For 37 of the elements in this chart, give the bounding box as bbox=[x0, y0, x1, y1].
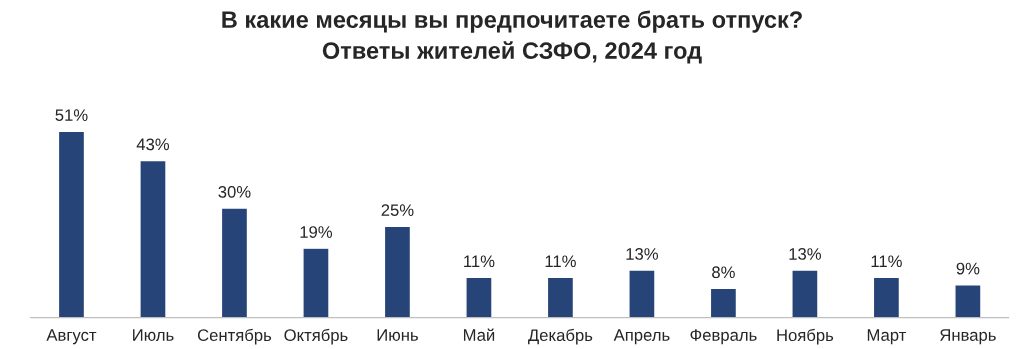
data-label: 11% bbox=[545, 255, 576, 268]
bar bbox=[383, 225, 412, 318]
x-tick-label: Февраль bbox=[690, 329, 757, 345]
bar bbox=[220, 207, 249, 318]
bar bbox=[57, 130, 86, 318]
data-label: 11% bbox=[871, 255, 902, 268]
bar bbox=[302, 247, 330, 318]
bar bbox=[709, 287, 738, 318]
x-tick-label: Июнь bbox=[377, 329, 418, 341]
bar bbox=[139, 159, 167, 318]
x-tick-label: Октябрь bbox=[284, 328, 348, 345]
x-tick-label: Август bbox=[46, 329, 97, 345]
bar bbox=[546, 276, 575, 318]
x-tick-label: Ноябрь bbox=[777, 328, 834, 345]
x-tick-label: Декабрь bbox=[528, 328, 593, 345]
data-label: 11% bbox=[464, 255, 495, 268]
bar bbox=[628, 269, 656, 318]
bar bbox=[465, 276, 493, 318]
x-tick-label: Май bbox=[463, 328, 495, 341]
bar bbox=[872, 276, 901, 318]
bar bbox=[954, 284, 982, 318]
data-label: 25% bbox=[381, 204, 414, 217]
data-label: 13% bbox=[626, 248, 659, 260]
data-label: 13% bbox=[789, 248, 821, 260]
bar bbox=[791, 269, 819, 318]
data-label: 30% bbox=[218, 185, 251, 198]
x-tick-label: Апрель bbox=[613, 329, 670, 345]
data-label: 51% bbox=[55, 109, 88, 122]
data-label: 19% bbox=[300, 226, 333, 238]
x-tick-label: Сентябрь bbox=[197, 328, 272, 345]
x-tick-label: Март bbox=[867, 329, 907, 345]
x-tick-label: Июль bbox=[133, 329, 174, 341]
data-label: 8% bbox=[712, 266, 735, 279]
chart-title: В какие месяцы вы предпочитаете брать отпуск? Ответы жителей СЗФО, 2024 год bbox=[222, 10, 802, 64]
data-label: 43% bbox=[136, 138, 170, 151]
x-tick-label: Январь bbox=[940, 329, 996, 345]
data-label: 9% bbox=[956, 262, 980, 275]
